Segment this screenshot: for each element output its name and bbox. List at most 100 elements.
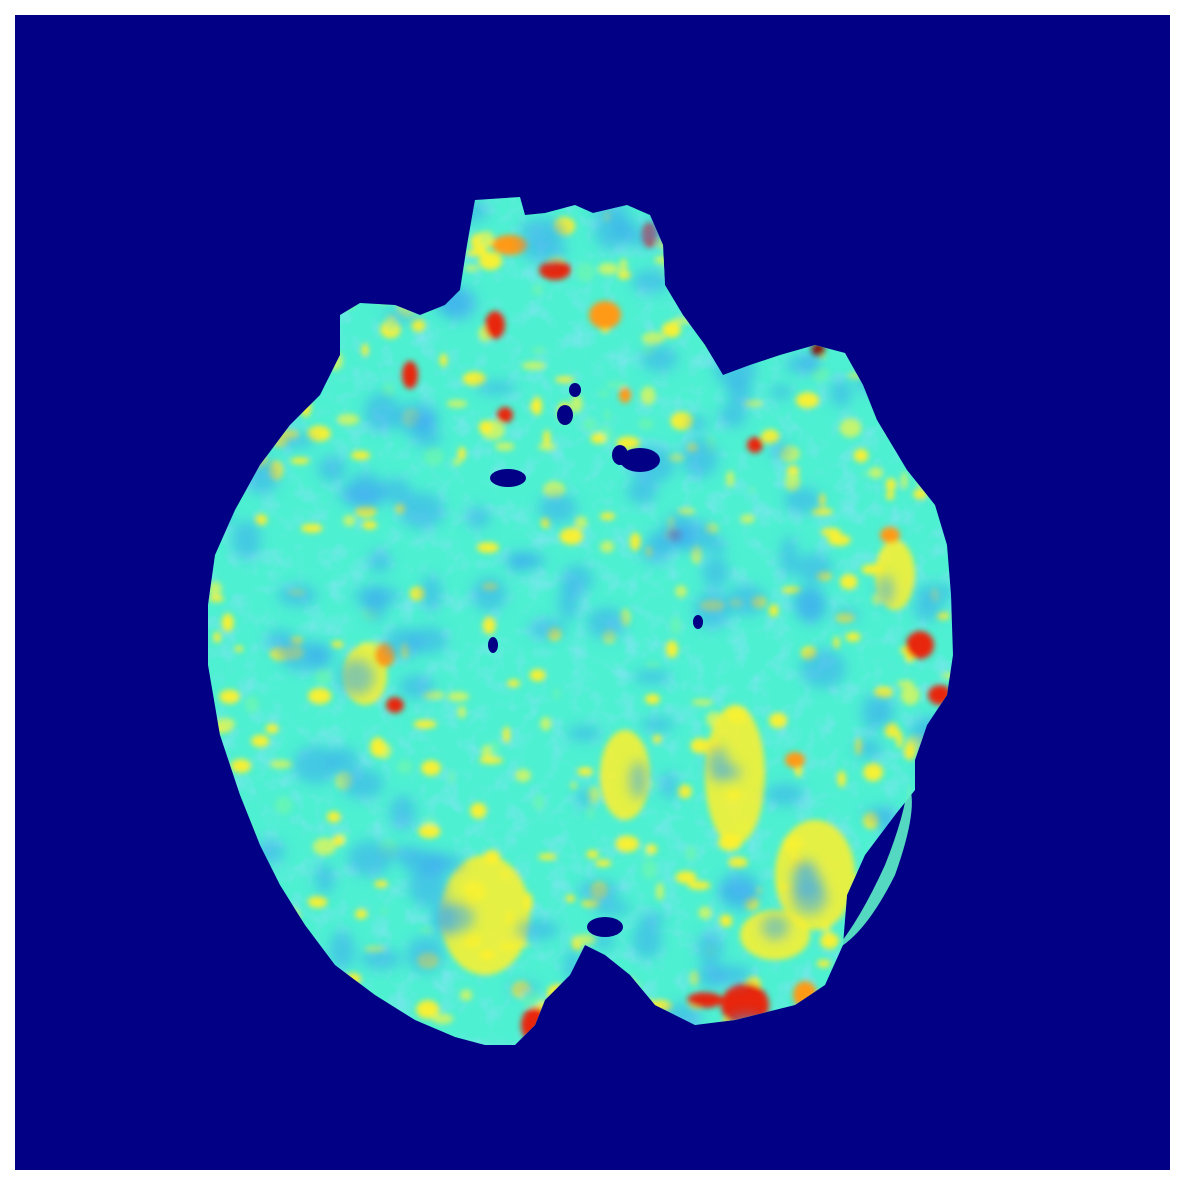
low-perfusion-blob	[795, 553, 833, 583]
perfusion-speckle	[464, 265, 480, 272]
low-perfusion-blob	[592, 900, 631, 916]
signal-void	[569, 383, 581, 397]
low-perfusion-blob	[293, 746, 339, 784]
hot-spot	[485, 311, 505, 339]
perfusion-speckle	[811, 507, 833, 515]
low-perfusion-blob	[726, 377, 752, 408]
perfusion-speckle	[598, 390, 610, 398]
low-perfusion-blob	[769, 442, 791, 459]
perfusion-speckle	[761, 429, 780, 444]
low-perfusion-blob	[640, 717, 675, 732]
perfusion-speckle	[586, 850, 599, 859]
signal-void	[672, 1025, 688, 1035]
perfusion-speckle	[884, 722, 899, 738]
perfusion-speckle	[839, 418, 862, 438]
low-perfusion-blob	[611, 216, 638, 238]
high-perfusion-patch	[440, 855, 530, 975]
perfusion-speckle	[413, 719, 437, 729]
low-perfusion-blob	[765, 783, 805, 806]
perfusion-speckle	[604, 408, 611, 422]
perfusion-speckle	[662, 321, 681, 338]
perfusion-speckle	[540, 716, 552, 731]
low-perfusion-blob	[380, 478, 412, 505]
perfusion-speckle	[896, 680, 914, 688]
low-perfusion-blob	[538, 493, 577, 524]
perfusion-speckle	[840, 574, 858, 590]
perfusion-speckle	[269, 759, 293, 769]
perfusion-speckle	[861, 470, 870, 477]
perfusion-speckle	[255, 514, 268, 526]
low-perfusion-blob	[587, 607, 626, 640]
perfusion-speckle	[853, 448, 869, 463]
low-perfusion-blob	[693, 591, 731, 629]
perfusion-speckle	[565, 894, 576, 903]
perfusion-speckle	[416, 1000, 440, 1019]
perfusion-speckle	[521, 361, 546, 370]
perfusion-speckle	[481, 744, 493, 761]
perfusion-speckle	[362, 520, 378, 530]
low-perfusion-blob	[271, 432, 315, 448]
perfusion-speckle	[531, 346, 546, 355]
perfusion-speckle	[675, 585, 687, 598]
perfusion-speckle	[615, 835, 640, 853]
perfusion-speckle	[459, 989, 473, 1001]
perfusion-speckle	[868, 467, 884, 479]
low-perfusion-blob	[660, 771, 678, 800]
low-perfusion-blob	[631, 269, 671, 294]
perfusion-speckle	[590, 432, 606, 444]
perfusion-speckle	[439, 353, 448, 367]
signal-void	[490, 469, 526, 487]
perfusion-speckle	[896, 730, 903, 749]
perfusion-speckle	[431, 1013, 454, 1024]
perfusion-speckle	[576, 262, 595, 282]
perfusion-speckle	[874, 686, 893, 699]
perfusion-speckle	[677, 784, 692, 799]
low-perfusion-blob	[718, 870, 760, 911]
low-perfusion-blob	[528, 618, 566, 640]
perfusion-speckle	[845, 632, 861, 642]
perfusion-speckle	[863, 762, 884, 782]
perfusion-speckle	[396, 759, 413, 774]
low-perfusion-blob	[877, 574, 895, 606]
signal-void	[693, 615, 703, 629]
hot-spot	[619, 387, 631, 403]
low-perfusion-blob	[329, 931, 355, 970]
perfusion-speckle	[640, 386, 656, 405]
perfusion-speckle	[326, 811, 341, 823]
signal-void	[620, 448, 660, 472]
low-perfusion-blob	[854, 738, 883, 759]
perfusion-speckle	[617, 270, 631, 280]
perfusion-speckle	[597, 262, 619, 275]
low-perfusion-blob	[761, 914, 789, 941]
perfusion-speckle	[370, 737, 386, 758]
low-perfusion-blob	[521, 238, 567, 263]
perfusion-speckle	[343, 514, 356, 527]
low-perfusion-blob	[368, 549, 392, 573]
low-perfusion-blob	[863, 806, 897, 824]
low-perfusion-blob	[697, 931, 724, 966]
perfusion-speckle	[532, 284, 544, 296]
perfusion-speckle	[420, 926, 435, 935]
perfusion-speckle	[583, 417, 597, 431]
low-perfusion-blob	[770, 384, 792, 400]
low-perfusion-blob	[341, 768, 384, 799]
perfusion-speckle	[646, 844, 658, 855]
perfusion-speckle	[913, 488, 928, 500]
perfusion-speckle	[448, 770, 456, 784]
perfusion-speckle	[208, 581, 222, 597]
low-perfusion-blob	[833, 609, 860, 622]
low-perfusion-blob	[861, 694, 885, 731]
low-perfusion-blob	[663, 512, 694, 550]
low-perfusion-blob	[421, 575, 442, 611]
perfusion-speckle	[785, 472, 801, 493]
perfusion-speckle	[482, 616, 496, 635]
perfusion-speckle	[215, 717, 236, 730]
perfusion-speckle	[575, 934, 597, 945]
perfusion-speckle	[666, 640, 678, 658]
perfusion-speckle	[332, 834, 345, 847]
low-perfusion-blob	[398, 492, 445, 529]
hot-spot	[747, 437, 763, 453]
perfusion-speckle	[411, 319, 426, 332]
perfusion-speckle	[559, 527, 583, 545]
low-perfusion-blob	[711, 964, 753, 986]
